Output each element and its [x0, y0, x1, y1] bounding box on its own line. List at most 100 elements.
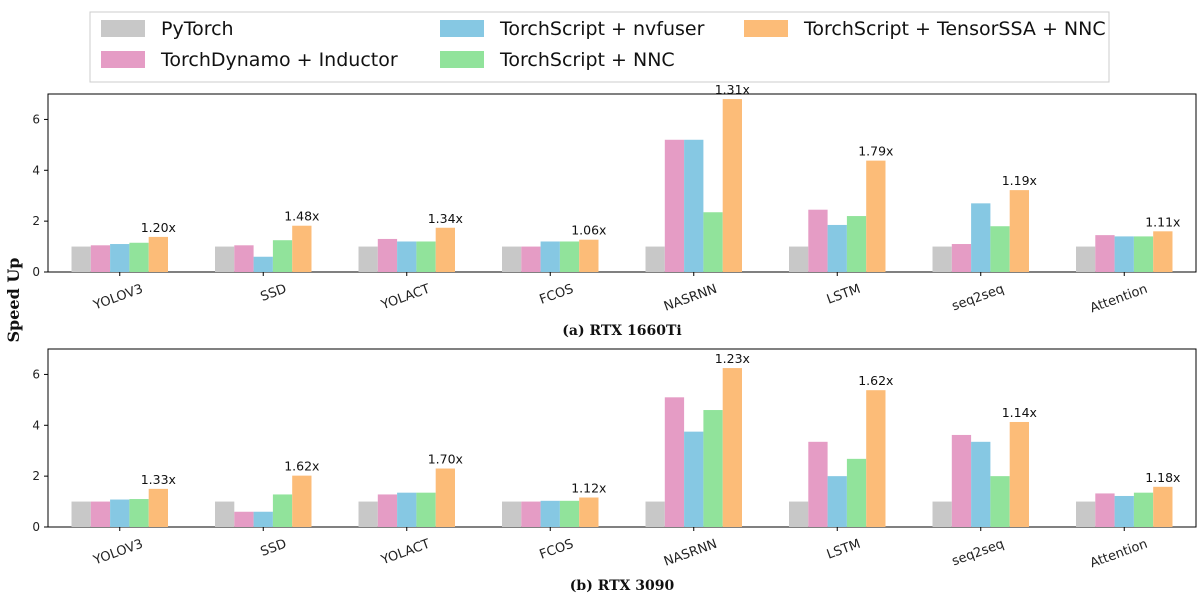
bar-torchscript-tensorssa-nnc-lstm — [866, 390, 886, 527]
bar-torchscript-tensorssa-nnc-fcos — [579, 497, 599, 527]
bar-pytorch-yolact — [358, 501, 378, 527]
x-tick-label-nasrnn: NASRNN — [662, 282, 719, 315]
bar-pytorch-ssd — [215, 501, 235, 527]
data-label-lstm: 1.62x — [858, 373, 893, 388]
legend-swatch-torchscript-nvfuser — [440, 20, 484, 37]
bar-torchdynamo-inductor-yolov3 — [90, 501, 111, 527]
bar-pytorch-seq2seq — [932, 501, 952, 527]
chart-panel-rtx-3090: 0 2 4 6 1.33x YOLOV3 1.62x SSD 1.70x YOLACT 1.12x F… — [32, 348, 1197, 594]
data-label-seq2seq: 1.19x — [1002, 173, 1037, 188]
bar-torchdynamo-inductor-nasrnn — [664, 139, 685, 272]
bar-torchscript-nvfuser-yolov3 — [110, 499, 130, 527]
bar-torchscript-nvfuser-nasrnn — [684, 139, 704, 272]
data-label-fcos: 1.06x — [571, 223, 606, 238]
panel-caption: (a) RTX 1660Ti — [562, 323, 681, 339]
legend-label-torchscript-nvfuser: TorchScript + nvfuser — [499, 18, 705, 40]
x-tick-label-yolact: YOLACT — [378, 537, 432, 569]
legend-swatch-torchdynamo-inductor — [101, 51, 145, 68]
x-tick-label-fcos: FCOS — [538, 282, 576, 308]
data-label-nasrnn: 1.23x — [715, 351, 750, 366]
bar-torchscript-tensorssa-nnc-ssd — [292, 475, 312, 527]
legend-label-torchscript-nnc: TorchScript + NNC — [499, 49, 675, 71]
bar-torchscript-nvfuser-seq2seq — [971, 203, 991, 272]
bar-torchscript-nvfuser-ssd — [253, 256, 273, 272]
bar-torchdynamo-inductor-yolact — [377, 238, 398, 272]
data-label-nasrnn: 1.31x — [715, 82, 750, 97]
x-tick-label-seq2seq: seq2seq — [950, 282, 1006, 315]
bar-torchdynamo-inductor-lstm — [808, 441, 828, 527]
data-label-ssd: 1.48x — [284, 209, 319, 224]
bar-torchdynamo-inductor-lstm — [808, 209, 828, 272]
legend: PyTorch TorchDynamo + Inductor TorchScript… — [89, 11, 1110, 83]
bar-torchscript-tensorssa-nnc-attention — [1153, 486, 1173, 527]
bar-torchscript-tensorssa-nnc-nasrnn — [722, 99, 742, 272]
bar-pytorch-lstm — [789, 246, 809, 272]
bar-pytorch-fcos — [502, 501, 522, 527]
bar-pytorch-ssd — [215, 246, 235, 272]
x-tick-label-ssd: SSD — [259, 537, 289, 560]
plot-area-frame — [47, 93, 1197, 273]
bar-torchscript-nvfuser-yolact — [397, 492, 417, 527]
bar-torchscript-nvfuser-lstm — [827, 476, 847, 527]
bar-torchdynamo-inductor-attention — [1095, 493, 1115, 527]
data-label-yolact: 1.70x — [428, 452, 463, 467]
bar-torchscript-nnc-nasrnn — [703, 212, 723, 272]
legend-label-torchscript-tensorssa-nnc: TorchScript + TensorSSA + NNC — [803, 18, 1106, 40]
bar-pytorch-seq2seq — [932, 246, 952, 272]
panel-caption: (b) RTX 3090 — [570, 578, 675, 594]
data-label-attention: 1.18x — [1145, 470, 1180, 485]
y-tick-label: 6 — [32, 112, 40, 126]
bar-torchscript-tensorssa-nnc-yolact — [435, 227, 455, 272]
bar-torchscript-tensorssa-nnc-fcos — [579, 239, 599, 272]
y-tick-label: 0 — [32, 520, 40, 534]
bar-torchdynamo-inductor-seq2seq — [951, 244, 972, 272]
legend-label-torchdynamo-inductor: TorchDynamo + Inductor — [160, 49, 398, 71]
bar-torchscript-tensorssa-nnc-lstm — [866, 160, 886, 272]
bar-torchdynamo-inductor-attention — [1095, 235, 1115, 272]
bar-pytorch-attention — [1076, 501, 1096, 527]
bar-torchscript-nvfuser-attention — [1114, 495, 1134, 527]
bar-torchscript-nnc-yolact — [416, 241, 436, 272]
y-tick-label: 6 — [32, 367, 40, 381]
bar-torchscript-nnc-nasrnn — [703, 410, 723, 527]
bar-torchscript-nnc-yolact — [416, 492, 436, 527]
bar-torchscript-nnc-lstm — [846, 458, 867, 527]
bar-torchscript-tensorssa-nnc-ssd — [292, 225, 312, 272]
bar-torchscript-tensorssa-nnc-seq2seq — [1009, 190, 1029, 272]
x-tick-label-yolact: YOLACT — [378, 282, 432, 314]
bar-torchscript-tensorssa-nnc-yolov3 — [148, 488, 168, 527]
bar-pytorch-yolov3 — [71, 246, 91, 272]
bar-pytorch-attention — [1076, 246, 1096, 272]
bar-torchdynamo-inductor-nasrnn — [664, 397, 685, 527]
data-label-ssd: 1.62x — [284, 459, 319, 474]
bar-torchscript-nnc-ssd — [272, 240, 293, 272]
bar-torchscript-nnc-fcos — [559, 241, 580, 272]
bar-torchdynamo-inductor-ssd — [234, 245, 254, 272]
data-label-attention: 1.11x — [1145, 214, 1180, 229]
legend-frame — [89, 11, 1110, 83]
x-tick-label-lstm: LSTM — [825, 282, 863, 308]
bar-torchscript-nvfuser-yolact — [397, 241, 417, 272]
bar-torchscript-nvfuser-yolov3 — [110, 244, 130, 272]
data-label-yolact: 1.34x — [428, 211, 463, 226]
bar-torchdynamo-inductor-ssd — [234, 511, 254, 527]
bar-torchscript-nnc-yolov3 — [129, 242, 149, 272]
bar-torchscript-nnc-seq2seq — [990, 226, 1010, 272]
x-tick-label-yolov3: YOLOV3 — [91, 537, 145, 569]
x-tick-label-nasrnn: NASRNN — [662, 537, 719, 570]
bar-torchscript-nvfuser-ssd — [253, 511, 273, 527]
y-tick-label: 4 — [32, 418, 40, 432]
bar-torchscript-tensorssa-nnc-nasrnn — [722, 368, 742, 527]
bar-torchscript-nvfuser-nasrnn — [684, 431, 704, 527]
y-tick-label: 2 — [32, 469, 40, 483]
y-axis-label: Speed Up — [4, 258, 23, 343]
data-label-fcos: 1.12x — [571, 481, 606, 496]
bar-torchdynamo-inductor-fcos — [521, 246, 541, 272]
bar-torchdynamo-inductor-yolov3 — [90, 245, 111, 272]
y-tick-label: 0 — [32, 265, 40, 279]
legend-swatch-pytorch — [101, 20, 145, 37]
bar-pytorch-yolov3 — [71, 501, 91, 527]
x-tick-label-attention: Attention — [1088, 537, 1150, 572]
bar-torchscript-nnc-fcos — [559, 500, 580, 527]
